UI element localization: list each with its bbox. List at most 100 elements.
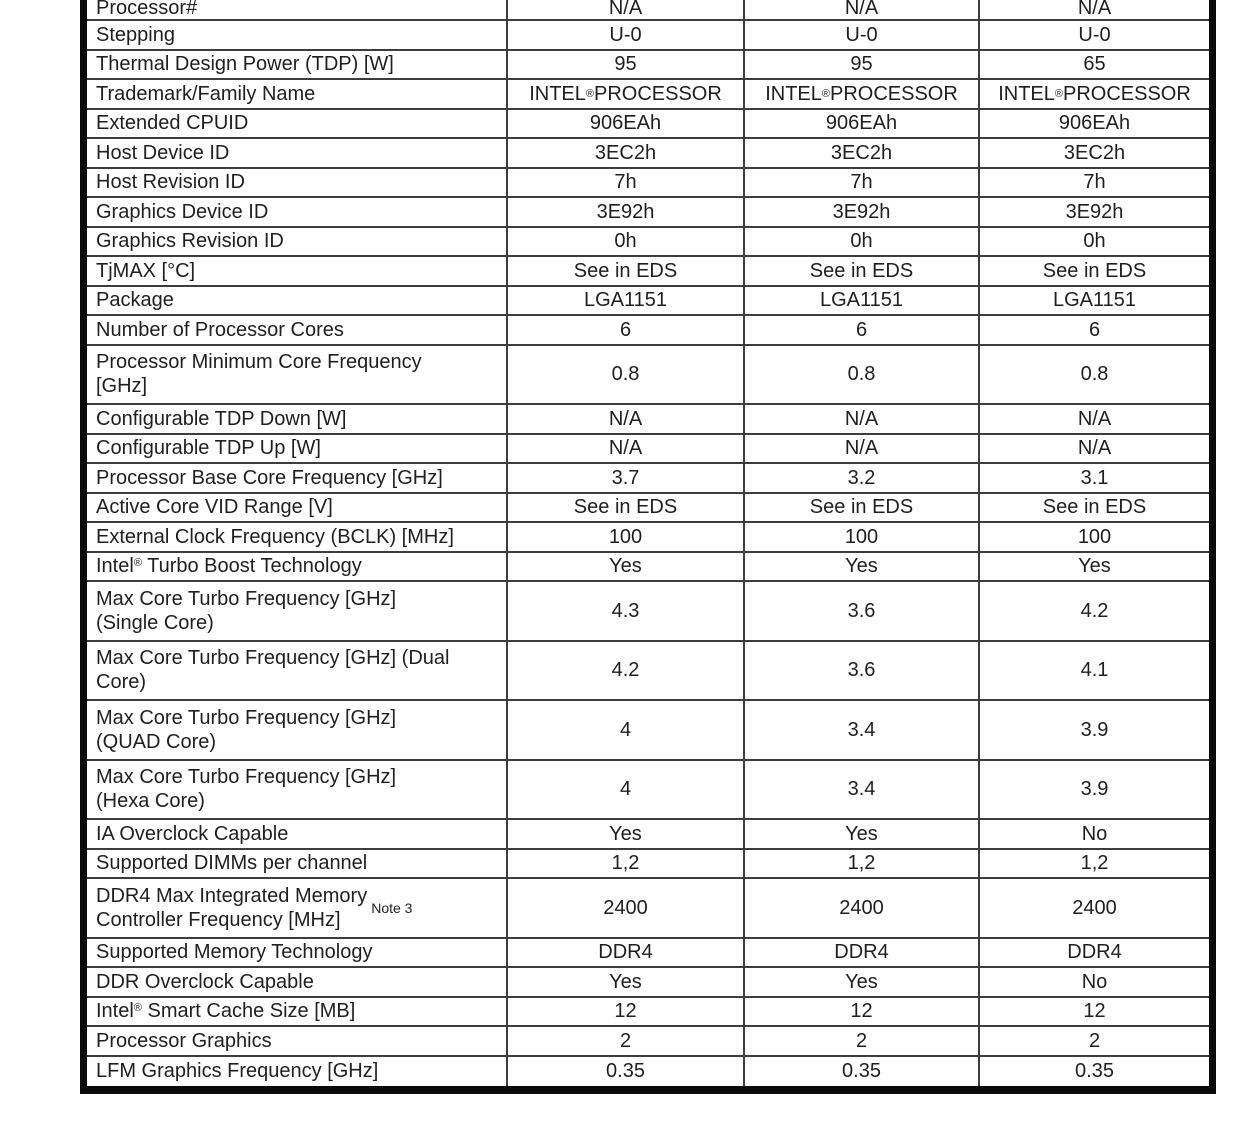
spec-label-cell: Graphics Revision ID <box>87 227 508 255</box>
spec-label-cell: DDR4 Max Integrated Memory Controller Fr… <box>87 879 508 937</box>
spec-value-col1: Yes <box>508 820 745 848</box>
table-row: Processor# N/A N/A N/A <box>87 0 1209 21</box>
spec-value-col2: Yes <box>745 820 980 848</box>
spec-value-col1: Yes <box>508 552 745 580</box>
spec-value-col1: See in EDS <box>508 493 745 521</box>
spec-value-col1: 4 <box>508 760 745 818</box>
spec-value-col3: 6 <box>1088 318 1101 341</box>
spec-value-col3: 100 <box>1077 525 1112 548</box>
spec-label-cell: Graphics Device ID <box>87 198 508 226</box>
table-row: DDR Overclock Capable Yes Yes No <box>87 968 1209 998</box>
spec-value-col1: 3E92h <box>508 198 745 226</box>
processor-spec-table: Processor# N/A N/A N/A Stepping U-0 U-0 … <box>80 0 1216 1094</box>
spec-value-col1: 6 <box>508 316 745 344</box>
spec-value-col1: 4 <box>508 701 745 759</box>
spec-label-cell: Host Revision ID <box>87 168 508 196</box>
spec-value-col2: 0.8 <box>745 345 980 403</box>
spec-value-col3: N/A <box>1077 0 1112 19</box>
table-row: TjMAX [°C] See in EDS See in EDS See in … <box>87 257 1209 287</box>
spec-label: External Clock Frequency (BCLK) [MHz] <box>96 525 454 548</box>
spec-value-col1: LGA1151 <box>508 286 745 314</box>
spec-label-cell: Processor Graphics <box>87 1027 508 1055</box>
spec-value-col3: LGA1151 <box>1052 289 1137 312</box>
spec-value-col2: U-0 <box>745 21 980 49</box>
spec-value-col2: 6 <box>745 316 980 344</box>
spec-label: Number of Processor Cores <box>96 318 344 341</box>
table-row: Stepping U-0 U-0 U-0 <box>87 21 1209 51</box>
spec-label-cell: Processor Minimum Core Frequency [GHz] <box>87 345 508 403</box>
spec-label: IA Overclock Capable <box>96 822 289 845</box>
spec-value-col3: See in EDS <box>1042 496 1147 519</box>
spec-label: DDR Overclock Capable <box>96 970 314 993</box>
spec-value-col2: 2400 <box>745 879 980 937</box>
table-row: Processor Graphics 2 2 2 <box>87 1027 1209 1057</box>
spec-label-note: Note 3 <box>371 899 413 916</box>
spec-value-col3: 3E92h <box>1065 200 1124 223</box>
spec-value-col1: 4.3 <box>508 582 745 640</box>
spec-value-col3: INTEL ® PROCESSOR <box>998 82 1191 105</box>
spec-label: Intel® Turbo Boost Technology <box>96 555 362 578</box>
spec-label-cell: Max Core Turbo Frequency [GHz] (Dual Cor… <box>87 641 508 699</box>
table-row: External Clock Frequency (BCLK) [MHz] 10… <box>87 523 1209 553</box>
spec-label: DDR4 Max Integrated Memory Controller Fr… <box>96 884 368 931</box>
spec-value-col2: N/A <box>745 405 980 433</box>
spec-value-col3: 906EAh <box>1058 112 1131 135</box>
table-row: Package LGA1151 LGA1151 LGA1151 <box>87 286 1209 316</box>
table-row: LFM Graphics Frequency [GHz] 0.35 0.35 0… <box>87 1056 1209 1086</box>
spec-label-cell: DDR Overclock Capable <box>87 968 508 996</box>
spec-value-col1: N/A <box>508 405 745 433</box>
spec-value-col3: N/A <box>1077 407 1112 430</box>
spec-label-cell: Max Core Turbo Frequency [GHz] (QUAD Cor… <box>87 701 508 759</box>
spec-label-cell: Processor# <box>87 0 508 19</box>
table-row: Supported DIMMs per channel 1,2 1,2 1,2 <box>87 849 1209 879</box>
spec-label-cell: Number of Processor Cores <box>87 316 508 344</box>
spec-value-col3: U-0 <box>1078 23 1111 46</box>
table-row: Graphics Revision ID 0h 0h 0h <box>87 227 1209 257</box>
spec-value-col3: 2400 <box>1072 896 1117 919</box>
spec-value-col2: 906EAh <box>745 109 980 137</box>
spec-value-col1: DDR4 <box>508 938 745 966</box>
spec-value-col3: DDR4 <box>1067 941 1122 964</box>
spec-value-col3: 3.9 <box>1080 718 1109 741</box>
spec-value-col3: 2 <box>1088 1029 1101 1052</box>
spec-label-cell: Stepping <box>87 21 508 49</box>
spec-label: Host Revision ID <box>96 171 245 194</box>
spec-value-col3: 12 <box>1083 1000 1106 1023</box>
table-row: Number of Processor Cores 6 6 6 <box>87 316 1209 346</box>
table-row: Configurable TDP Down [W] N/A N/A N/A <box>87 405 1209 435</box>
spec-value-col1: 0h <box>508 227 745 255</box>
table-row: Thermal Design Power (TDP) [W] 95 95 65 <box>87 50 1209 80</box>
spec-label: Trademark/Family Name <box>96 82 316 105</box>
spec-value-col1: 1,2 <box>508 849 745 877</box>
spec-value-col2: 12 <box>745 997 980 1025</box>
spec-value-col2: See in EDS <box>745 493 980 521</box>
spec-value-col1: See in EDS <box>508 257 745 285</box>
spec-label-cell: LFM Graphics Frequency [GHz] <box>87 1056 508 1086</box>
spec-value-col3: 3.9 <box>1080 778 1109 801</box>
spec-value-col3: 4.2 <box>1080 599 1109 622</box>
table-row: Max Core Turbo Frequency [GHz] (Dual Cor… <box>87 641 1209 701</box>
spec-value-col1: 3.7 <box>508 464 745 492</box>
spec-label-cell: Active Core VID Range [V] <box>87 493 508 521</box>
spec-label-cell: Package <box>87 286 508 314</box>
spec-label-cell: Intel® Smart Cache Size [MB] <box>87 997 508 1025</box>
spec-label: Max Core Turbo Frequency [GHz] (Hexa Cor… <box>96 766 397 813</box>
table-row: Configurable TDP Up [W] N/A N/A N/A <box>87 434 1209 464</box>
spec-value-col2: See in EDS <box>745 257 980 285</box>
spec-label-cell: Configurable TDP Up [W] <box>87 434 508 462</box>
spec-value-col2: N/A <box>745 0 980 19</box>
spec-label: Active Core VID Range [V] <box>96 496 333 519</box>
spec-label: Package <box>96 289 174 312</box>
spec-label-cell: Supported Memory Technology <box>87 938 508 966</box>
spec-label: Processor Minimum Core Frequency [GHz] <box>96 351 422 398</box>
spec-label: Graphics Revision ID <box>96 230 284 253</box>
spec-value-col3: 4.1 <box>1080 659 1109 682</box>
table-row: Trademark/Family Name INTEL ® PROCESSOR I… <box>87 80 1209 110</box>
spec-value-col1: 3EC2h <box>508 139 745 167</box>
spec-value-col1: N/A <box>508 0 745 19</box>
spec-value-col2: 100 <box>745 523 980 551</box>
spec-value-col3: 1,2 <box>1080 852 1109 875</box>
spec-value-col1: 4.2 <box>508 641 745 699</box>
spec-value-col3: 65 <box>1083 53 1106 76</box>
spec-value-col2: 3E92h <box>745 198 980 226</box>
